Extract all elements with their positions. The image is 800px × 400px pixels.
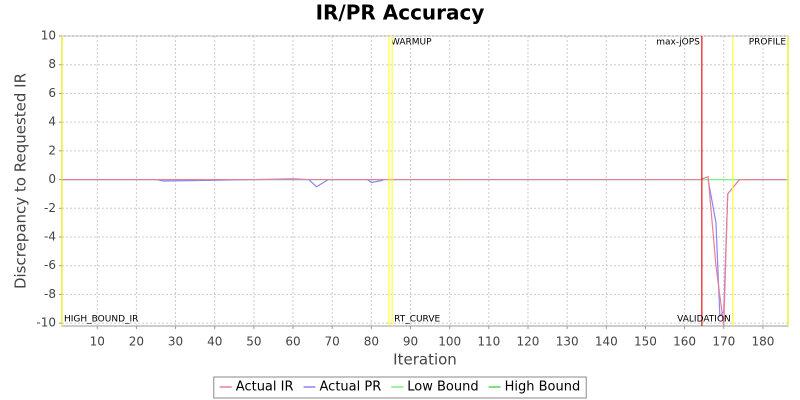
legend-label: High Bound [505,380,581,395]
y-tick-label: 8 [48,57,56,71]
legend: Actual IR Actual PR Low Bound High Bound [213,376,587,399]
marker-label: WARMUP [391,38,432,48]
x-tick-label: 40 [207,335,222,349]
y-tick-label: -10 [36,316,56,330]
marker-label: VALIDATION [677,315,731,325]
marker-label: RT_CURVE [394,315,440,325]
y-tick-label: 0 [48,172,56,186]
x-tick-label: 100 [438,335,461,349]
x-tick-label: 70 [325,335,340,349]
x-tick-label: 10 [90,335,105,349]
x-tick-label: 140 [595,335,618,349]
y-tick-label: -6 [44,258,56,272]
x-tick-label: 20 [129,335,144,349]
x-tick-label: 60 [285,335,300,349]
x-tick-label: 170 [712,335,735,349]
legend-label: Actual IR [236,380,294,395]
x-tick-label: 90 [403,335,418,349]
y-tick-label: -8 [44,287,56,301]
y-tick-label: 6 [48,86,56,100]
marker-label: PROFILE [749,38,787,48]
marker-label: HIGH_BOUND_IR [64,315,138,325]
y-tick-label: 4 [48,115,56,129]
x-tick-label: 150 [634,335,657,349]
y-tick-label: -2 [44,201,56,215]
x-tick-label: 80 [364,335,379,349]
marker-label: max-jOPS [656,38,700,48]
y-tick-label: 10 [41,29,56,43]
x-tick-label: 30 [168,335,183,349]
x-tick-label: 160 [673,335,696,349]
x-tick-label: 180 [751,335,774,349]
series-line [62,175,787,327]
x-tick-label: 130 [556,335,579,349]
chart-title: IR/PR Accuracy [316,1,485,25]
y-tick-label: 2 [48,143,56,157]
y-axis-label: Discrepancy to Requested IR [12,73,30,289]
x-tick-label: 120 [517,335,540,349]
x-axis-label: Iteration [393,351,457,369]
x-tick-label: 110 [477,335,500,349]
y-tick-label: -4 [44,229,56,243]
legend-label: Actual PR [320,380,382,395]
legend-label: Low Bound [407,380,478,395]
x-tick-label: 50 [246,335,261,349]
